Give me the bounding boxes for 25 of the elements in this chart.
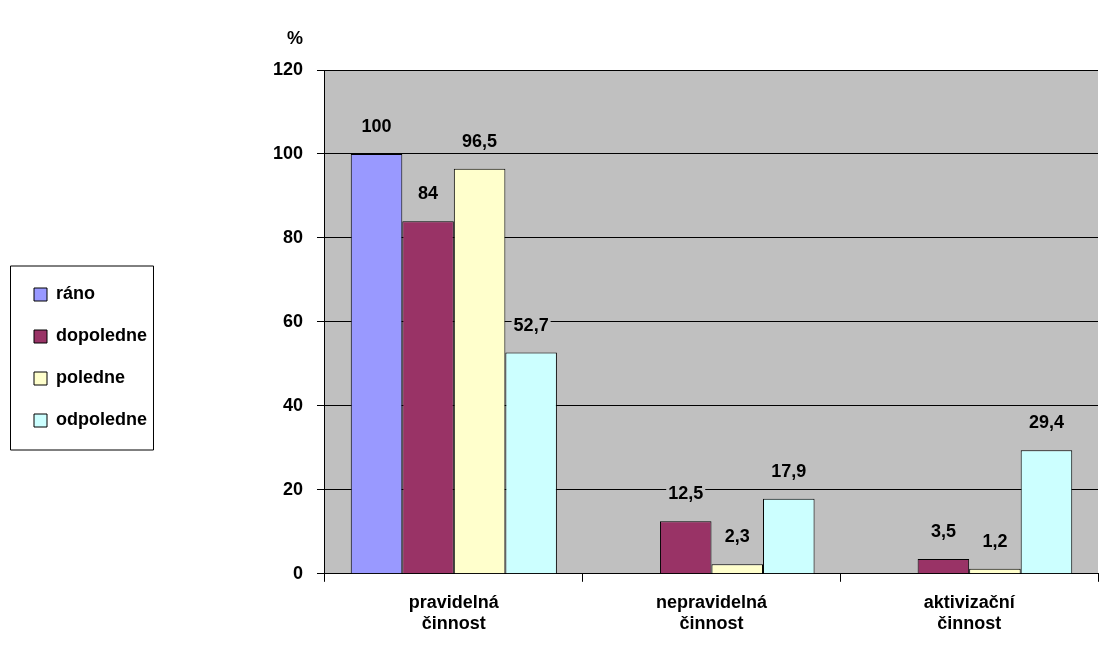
data-label: 17,9 xyxy=(771,460,807,481)
legend-label: ráno xyxy=(56,283,96,304)
y-tick-label: 100 xyxy=(272,142,303,163)
data-label: 1,2 xyxy=(982,530,1008,551)
legend-label: odpoledne xyxy=(56,409,147,430)
data-label: 100 xyxy=(361,115,392,136)
x-tick-label: aktivizační činnost xyxy=(923,591,1016,634)
data-label: 84 xyxy=(418,183,439,204)
x-tick-label: nepravidelná činnost xyxy=(655,591,768,634)
data-label: 96,5 xyxy=(462,130,498,151)
y-tick-label: 60 xyxy=(282,310,303,331)
data-label: 3,5 xyxy=(930,521,956,542)
data-label: 29,4 xyxy=(1028,412,1064,433)
data-label: 12,5 xyxy=(668,483,704,504)
data-label: 52,7 xyxy=(513,314,549,335)
legend-label: dopoledne xyxy=(56,325,147,346)
y-axis-title: % xyxy=(286,27,303,48)
y-tick-label: 20 xyxy=(282,478,303,499)
legend-label: poledne xyxy=(56,367,126,388)
data-label: 2,3 xyxy=(724,526,750,547)
x-tick-label: pravidelná činnost xyxy=(408,591,500,634)
y-tick-label: 120 xyxy=(272,58,303,79)
y-tick-label: 40 xyxy=(282,394,303,415)
y-tick-label: 0 xyxy=(292,562,303,583)
y-tick-label: 80 xyxy=(282,226,303,247)
